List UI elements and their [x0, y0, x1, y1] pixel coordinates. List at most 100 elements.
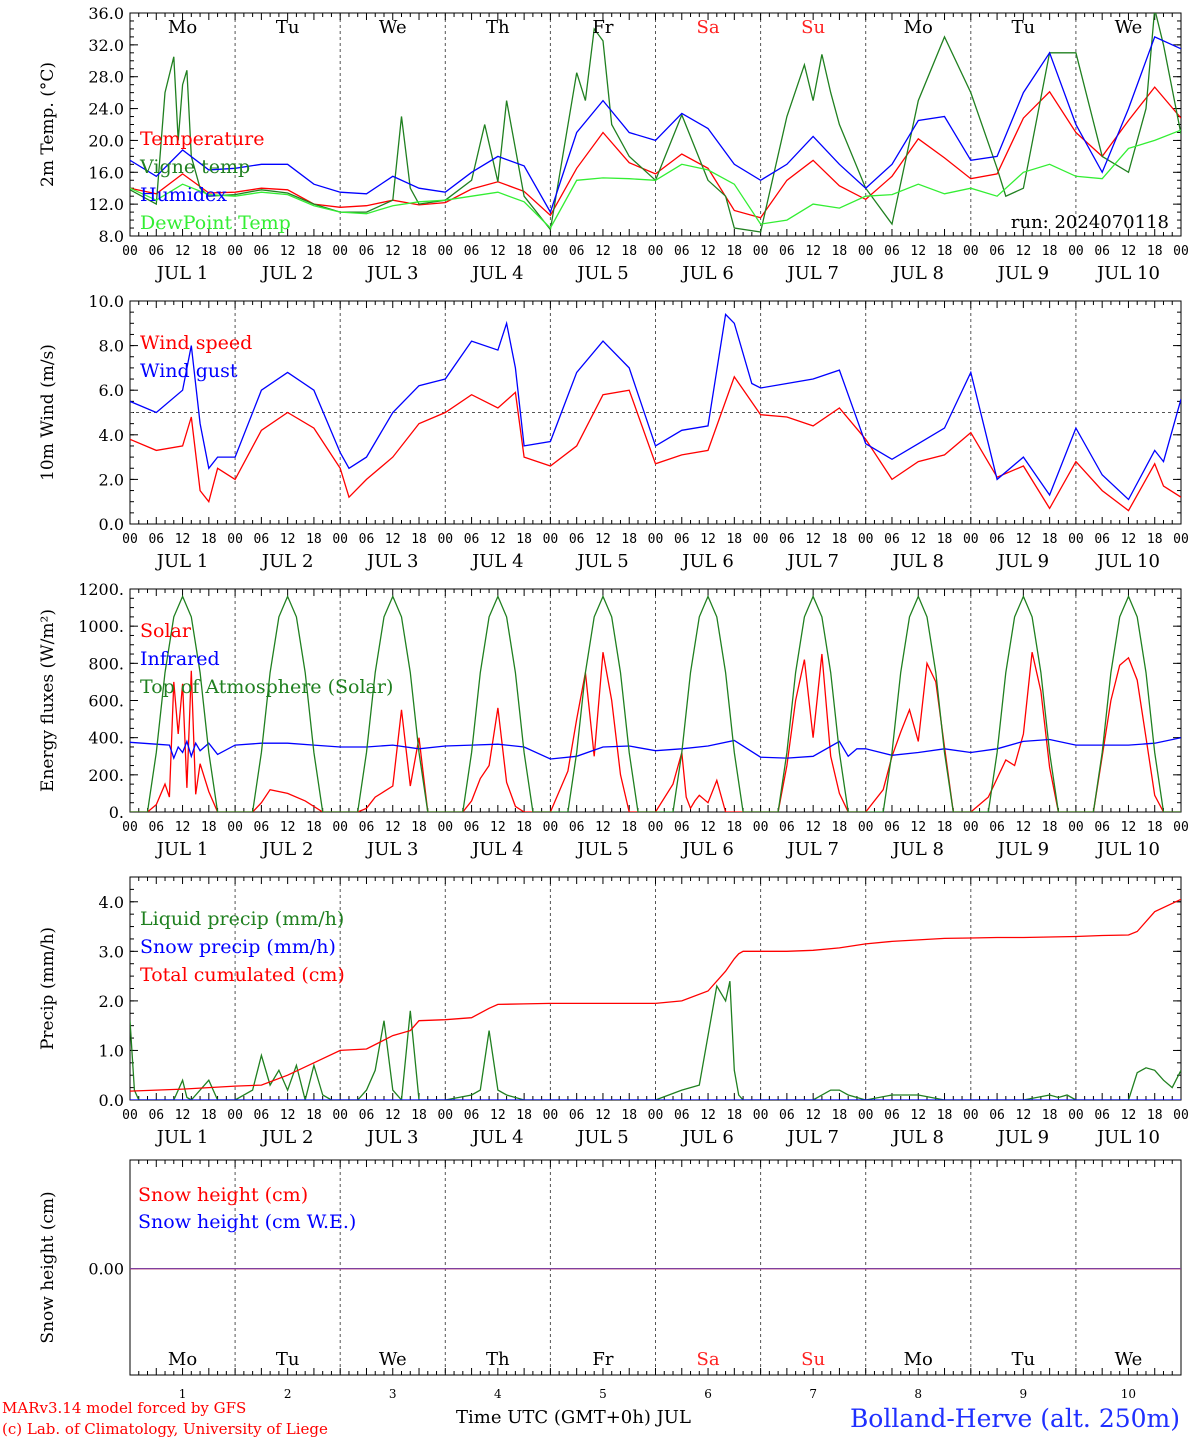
date-label: JUL 9 [996, 839, 1050, 860]
date-label: JUL 5 [575, 839, 629, 860]
series-line-liquid-precip-mm-h- [130, 980, 1181, 1100]
hour-tick-label: 06 [989, 1108, 1005, 1123]
hour-tick-label: 00 [332, 820, 348, 835]
date-label: JUL 6 [680, 839, 734, 860]
hour-tick-label: 18 [937, 1108, 953, 1123]
hour-tick-label: 18 [937, 820, 953, 835]
y-tick-label: 4.0 [99, 426, 124, 445]
hour-tick-label: 00 [437, 532, 453, 547]
hour-tick-label: 06 [464, 244, 480, 259]
day-number-label: 1 [179, 1387, 187, 1401]
hour-tick-label: 00 [963, 244, 979, 259]
y-tick-label: 400. [88, 729, 124, 748]
hour-tick-label: 06 [254, 244, 270, 259]
day-number-label: 2 [284, 1387, 292, 1401]
legend-entry: Humidex [140, 184, 227, 206]
hour-tick-label: 00 [858, 820, 874, 835]
date-label: JUL 4 [470, 1127, 524, 1148]
y-tick-label: 600. [88, 692, 124, 711]
hour-tick-label: 00 [648, 244, 664, 259]
hour-tick-label: 12 [385, 244, 401, 259]
date-label: JUL 8 [890, 1127, 944, 1148]
hour-tick-label: 12 [910, 820, 926, 835]
series-line-dewpoint-temp [130, 129, 1181, 230]
hour-tick-label: 06 [359, 532, 375, 547]
hour-tick-label: 12 [1016, 244, 1032, 259]
hour-tick-label: 12 [1016, 1108, 1032, 1123]
hour-tick-label: 18 [726, 244, 742, 259]
panel-4: 0.0 1.0 2.0 3.0 4.0 Precip (mm/h) Liquid preci… [38, 876, 1189, 1148]
day-number-label: 9 [1020, 1387, 1028, 1401]
hour-tick-label: 18 [621, 820, 637, 835]
y-tick-label: 1.0 [99, 1041, 124, 1060]
day-label: Th [486, 1349, 510, 1370]
hour-tick-label: 06 [359, 820, 375, 835]
series-group [130, 594, 1181, 812]
hour-tick-label: 18 [937, 244, 953, 259]
hour-tick-label: 00 [963, 1108, 979, 1123]
hour-tick-label: 12 [1016, 532, 1032, 547]
day-number-label: 8 [914, 1387, 922, 1401]
hour-tick-label: 12 [805, 820, 821, 835]
hour-tick-label: 00 [332, 244, 348, 259]
y-tick-label: 4.0 [99, 893, 124, 912]
date-label: JUL 4 [470, 551, 524, 572]
y-tick-label: 6.0 [99, 381, 124, 400]
day-label: Su [801, 17, 825, 38]
date-label: JUL 6 [680, 1127, 734, 1148]
station-name: Bolland-Herve (alt. 250m) [850, 1404, 1180, 1433]
y-tick-label: 1000. [78, 617, 124, 636]
hour-tick-label: 00 [648, 820, 664, 835]
hour-tick-label: 18 [306, 244, 322, 259]
y-axis-title: Energy fluxes (W/m²) [38, 609, 58, 792]
hour-tick-label: 00 [1068, 820, 1084, 835]
hour-tick-label: 06 [674, 532, 690, 547]
hour-tick-label: 00 [963, 820, 979, 835]
hour-tick-label: 12 [1016, 820, 1032, 835]
y-tick-label: 16.0 [88, 163, 124, 182]
hour-tick-label: 06 [779, 1108, 795, 1123]
y-tick-label: 32.0 [88, 36, 124, 55]
y-tick-label: 2.0 [99, 992, 124, 1011]
hour-tick-label: 12 [1121, 532, 1137, 547]
date-label: JUL 1 [155, 551, 209, 572]
hour-tick-label: 18 [201, 532, 217, 547]
y-axis-title: 10m Wind (m/s) [38, 344, 58, 481]
date-label: JUL 2 [260, 1127, 314, 1148]
hour-tick-label: 18 [411, 244, 427, 259]
hour-tick-label: 06 [884, 1108, 900, 1123]
date-label: JUL 6 [680, 263, 734, 284]
date-label: JUL 10 [1095, 1127, 1160, 1148]
hour-tick-label: 18 [201, 1108, 217, 1123]
hour-tick-label: 18 [516, 244, 532, 259]
day-label: We [379, 17, 407, 38]
legend-entry: Solar [140, 620, 192, 642]
day-label: Fr [592, 1349, 613, 1370]
hour-tick-label: 06 [254, 1108, 270, 1123]
hour-tick-label: 00 [122, 820, 138, 835]
hour-tick-label: 00 [1068, 532, 1084, 547]
hour-tick-label: 00 [122, 244, 138, 259]
date-label: JUL 7 [785, 839, 839, 860]
legend-entry: DewPoint Temp [140, 212, 291, 234]
date-label: JUL 10 [1095, 263, 1160, 284]
y-tick-label: 0. [109, 803, 124, 822]
date-label: JUL 7 [785, 1127, 839, 1148]
hour-tick-label: 00 [753, 244, 769, 259]
y-tick-label: 36.0 [88, 4, 124, 23]
hour-tick-label: 12 [595, 820, 611, 835]
hour-tick-label: 12 [910, 1108, 926, 1123]
date-label: JUL 3 [365, 1127, 419, 1148]
hour-tick-label: 00 [332, 532, 348, 547]
hour-tick-label: 00 [227, 244, 243, 259]
hour-tick-label: 00 [1173, 532, 1189, 547]
hour-tick-label: 12 [700, 1108, 716, 1123]
series-line-vigne-temp [130, 13, 1181, 233]
footer: MARv3.14 model forced by GFS (c) Lab. of… [2, 1399, 1180, 1438]
hour-tick-label: 06 [1094, 244, 1110, 259]
legend-entry: Total cumulated (cm) [140, 964, 345, 986]
legend-entry: Infrared [140, 648, 220, 670]
date-label: JUL 9 [996, 263, 1050, 284]
hour-tick-label: 00 [227, 532, 243, 547]
